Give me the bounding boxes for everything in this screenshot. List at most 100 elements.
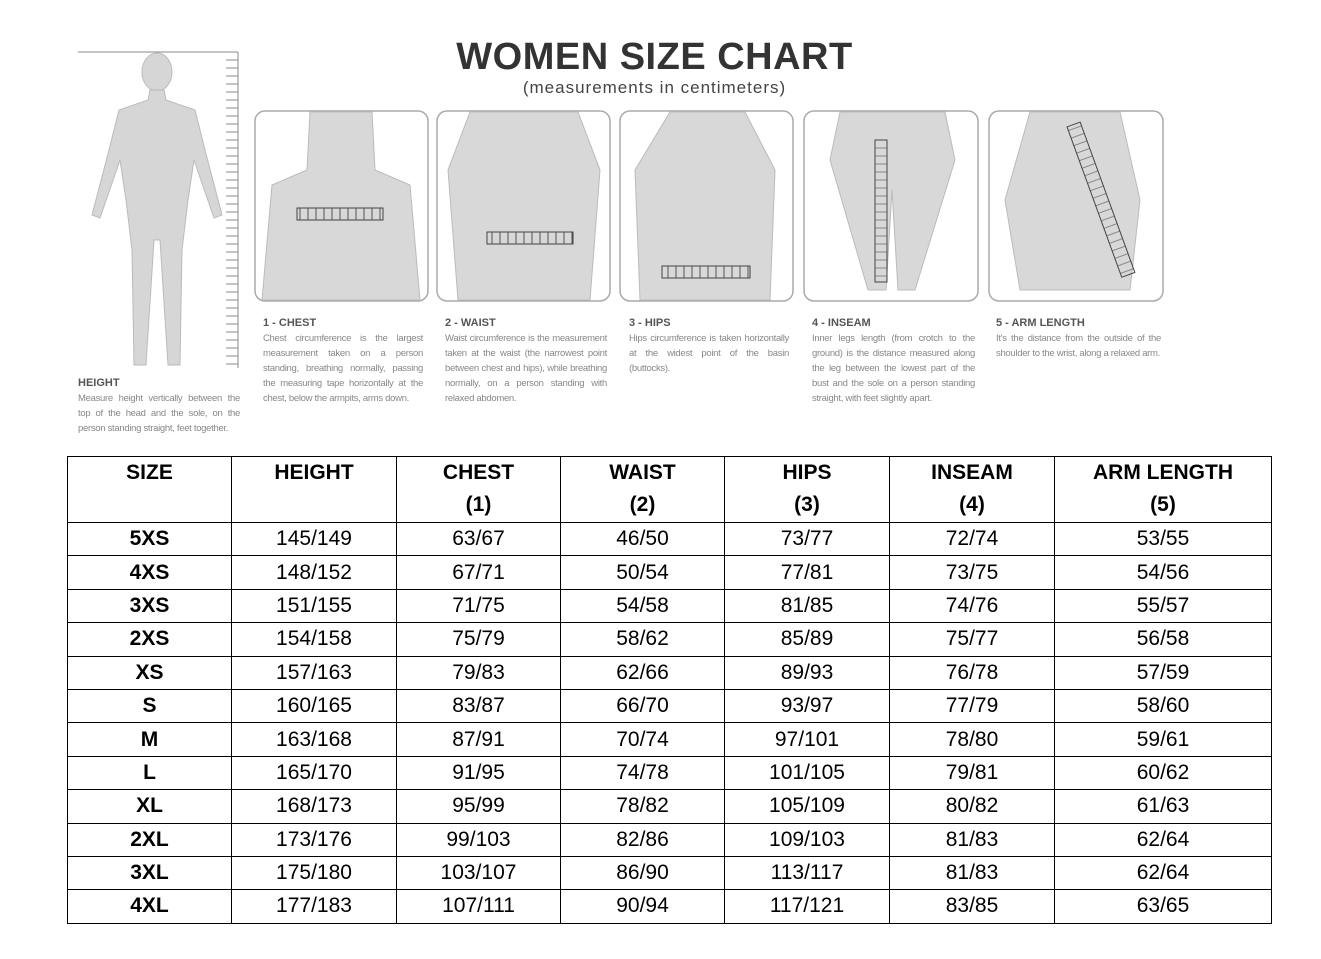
cell: 101/105 bbox=[724, 755, 890, 791]
cell: 58/60 bbox=[1054, 688, 1272, 724]
column-header: ARM LENGTH (5) bbox=[1054, 456, 1272, 523]
column-label: HEIGHT bbox=[274, 461, 354, 484]
cell: 103/107 bbox=[396, 855, 561, 891]
column-label: CHEST bbox=[442, 461, 515, 484]
guide-label: 4 - INSEAM bbox=[812, 317, 871, 329]
panel-figures bbox=[261, 111, 1141, 301]
guide-description: Hips circumference is taken horizontally… bbox=[629, 333, 789, 374]
cell: 89/93 bbox=[724, 655, 890, 690]
column-label: SIZE bbox=[126, 461, 173, 484]
cell: 78/80 bbox=[889, 722, 1055, 757]
table-row: XS 157/163 79/83 62/66 89/93 76/78 57/59 bbox=[67, 655, 1272, 690]
cell: 78/82 bbox=[560, 789, 725, 824]
table-row: 4XS 148/152 67/71 50/54 77/81 73/75 54/56 bbox=[67, 555, 1272, 590]
cell: 55/57 bbox=[1054, 588, 1272, 624]
column-header: HEIGHT bbox=[231, 456, 397, 523]
cell: 95/99 bbox=[396, 789, 561, 824]
cell: 83/87 bbox=[396, 688, 561, 724]
cell: 76/78 bbox=[889, 655, 1055, 690]
cell: 157/163 bbox=[231, 655, 397, 690]
cell: 71/75 bbox=[396, 588, 561, 624]
size-cell: XS bbox=[67, 655, 232, 690]
cell: 62/66 bbox=[560, 655, 725, 690]
guide-label: 5 - ARM LENGTH bbox=[996, 317, 1085, 329]
cell: 57/59 bbox=[1054, 655, 1272, 690]
cell: 105/109 bbox=[724, 789, 890, 824]
guide-description: Inner legs length (from crotch to the gr… bbox=[812, 333, 975, 404]
table-row: 4XL 177/183 107/111 90/94 117/121 83/85 63/65 bbox=[67, 889, 1272, 924]
cell: 145/149 bbox=[231, 521, 397, 557]
size-table: SIZE HEIGHT CHEST (1) WAIST (2) HIPS (3) INSEAM (… bbox=[67, 456, 1272, 924]
cell: 74/78 bbox=[560, 755, 725, 791]
cell: 63/65 bbox=[1054, 889, 1272, 924]
size-cell: L bbox=[67, 755, 232, 791]
size-cell: 4XL bbox=[67, 889, 232, 924]
column-header: HIPS (3) bbox=[724, 456, 890, 523]
subtitle: (measurements in centimeters) bbox=[522, 78, 787, 97]
cell: 73/75 bbox=[889, 555, 1055, 590]
table-row: 2XS 154/158 75/79 58/62 85/89 75/77 56/58 bbox=[67, 622, 1272, 657]
cell: 53/55 bbox=[1054, 521, 1272, 557]
illustrations bbox=[78, 51, 1164, 368]
size-cell: 3XL bbox=[67, 855, 232, 891]
cell: 54/58 bbox=[560, 588, 725, 624]
cell: 117/121 bbox=[724, 889, 890, 924]
table-row: XL 168/173 95/99 78/82 105/109 80/82 61/63 bbox=[67, 789, 1272, 824]
cell: 173/176 bbox=[231, 822, 397, 857]
cell: 87/91 bbox=[396, 722, 561, 757]
cell: 80/82 bbox=[889, 789, 1055, 824]
cell: 91/95 bbox=[396, 755, 561, 791]
column-label: INSEAM bbox=[931, 461, 1013, 484]
size-cell: 4XS bbox=[67, 555, 232, 590]
cell: 97/101 bbox=[724, 722, 890, 757]
cell: 90/94 bbox=[560, 889, 725, 924]
guide-label: 2 - WAIST bbox=[445, 317, 496, 329]
guide-description: Chest circumference is the largest measu… bbox=[263, 333, 423, 404]
column-note: (1) bbox=[465, 493, 492, 516]
size-cell: 5XS bbox=[67, 521, 232, 557]
column-note: (4) bbox=[959, 493, 985, 516]
table-row: S 160/165 83/87 66/70 93/97 77/79 58/60 bbox=[67, 688, 1272, 724]
cell: 151/155 bbox=[231, 588, 397, 624]
cell: 148/152 bbox=[231, 555, 397, 590]
cell: 175/180 bbox=[231, 855, 397, 891]
guide-description: Waist circumference is the measurement t… bbox=[445, 333, 607, 404]
cell: 56/58 bbox=[1054, 622, 1272, 657]
column-header: INSEAM (4) bbox=[889, 456, 1055, 523]
cell: 109/103 bbox=[724, 822, 890, 857]
guide-label: 3 - HIPS bbox=[629, 317, 671, 329]
size-cell: 2XL bbox=[67, 822, 232, 857]
tapes bbox=[296, 121, 1136, 283]
cell: 66/70 bbox=[560, 688, 725, 724]
guide-description: It's the distance from the outside of th… bbox=[996, 333, 1161, 359]
cell: 58/62 bbox=[560, 622, 725, 657]
cell: 50/54 bbox=[560, 555, 725, 590]
cell: 82/86 bbox=[560, 822, 725, 857]
cell: 62/64 bbox=[1054, 855, 1272, 891]
cell: 83/85 bbox=[889, 889, 1055, 924]
table-row: 3XL 175/180 103/107 86/90 113/117 81/83 62/64 bbox=[67, 855, 1272, 891]
table-row: M 163/168 87/91 70/74 97/101 78/80 59/61 bbox=[67, 722, 1272, 757]
column-note: (3) bbox=[794, 493, 820, 516]
cell: 81/83 bbox=[889, 855, 1055, 891]
column-header: CHEST (1) bbox=[396, 456, 561, 523]
table-row: 5XS 145/149 63/67 46/50 73/77 72/74 53/55 bbox=[67, 521, 1272, 557]
cell: 81/83 bbox=[889, 822, 1055, 857]
column-header: WAIST (2) bbox=[560, 456, 725, 523]
table-row: L 165/170 91/95 74/78 101/105 79/81 60/62 bbox=[67, 755, 1272, 791]
column-label: ARM LENGTH bbox=[1093, 461, 1233, 484]
cell: 54/56 bbox=[1054, 555, 1272, 590]
title: WOMEN SIZE CHART bbox=[456, 36, 853, 78]
cell: 77/79 bbox=[889, 688, 1055, 724]
guide-label: 1 - CHEST bbox=[263, 317, 317, 329]
guide-label: HEIGHT bbox=[78, 377, 120, 389]
cell: 61/63 bbox=[1054, 789, 1272, 824]
cell: 63/67 bbox=[396, 521, 561, 557]
cell: 79/83 bbox=[396, 655, 561, 690]
table-row: 2XL 173/176 99/103 82/86 109/103 81/83 62/64 bbox=[67, 822, 1272, 857]
header-row: SIZE HEIGHT CHEST (1) WAIST (2) HIPS (3) INSEAM (… bbox=[67, 456, 1272, 523]
cell: 163/168 bbox=[231, 722, 397, 757]
cell: 62/64 bbox=[1054, 822, 1272, 857]
cell: 70/74 bbox=[560, 722, 725, 757]
